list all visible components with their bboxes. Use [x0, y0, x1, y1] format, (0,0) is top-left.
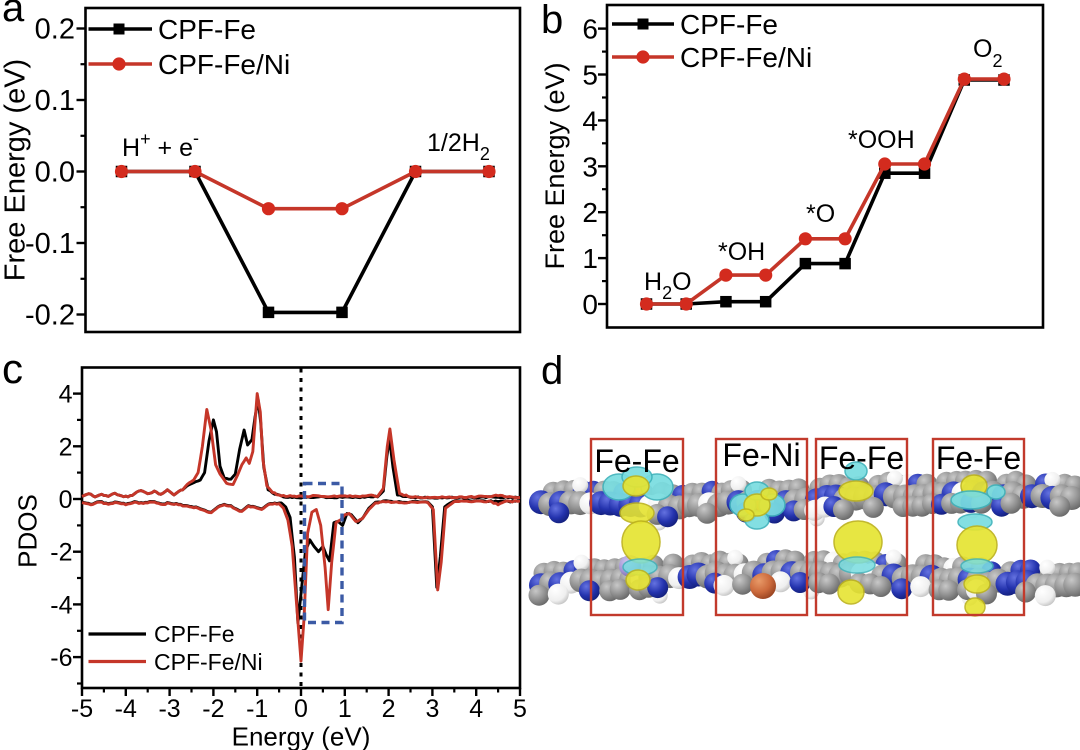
svg-text:3: 3	[425, 695, 439, 723]
svg-text:0: 0	[582, 289, 598, 320]
svg-text:4: 4	[582, 105, 598, 136]
svg-text:b: b	[541, 0, 563, 42]
svg-text:Free Energy (eV): Free Energy (eV)	[0, 59, 32, 281]
svg-text:*OH: *OH	[718, 238, 765, 266]
svg-text:d: d	[541, 349, 563, 393]
svg-text:0.2: 0.2	[35, 14, 75, 46]
svg-text:CPF-Fe/Ni: CPF-Fe/Ni	[154, 649, 263, 675]
svg-text:-2: -2	[50, 539, 72, 567]
svg-text:4: 4	[59, 381, 73, 409]
svg-text:5: 5	[582, 60, 598, 91]
svg-text:2: 2	[582, 197, 598, 228]
svg-text:0.0: 0.0	[35, 157, 75, 189]
svg-text:0: 0	[294, 695, 308, 723]
svg-text:H+ + e-: H+ + e-	[122, 128, 199, 162]
svg-text:1: 1	[338, 695, 352, 723]
svg-text:CPF-Fe/Ni: CPF-Fe/Ni	[158, 49, 290, 80]
svg-text:-6: -6	[50, 644, 72, 672]
svg-text:Energy (eV): Energy (eV)	[232, 722, 371, 750]
svg-text:-4: -4	[115, 695, 137, 723]
svg-text:4: 4	[469, 695, 483, 723]
svg-text:a: a	[2, 0, 25, 30]
svg-text:0: 0	[59, 486, 73, 514]
svg-text:1: 1	[582, 243, 598, 274]
svg-text:-0.1: -0.1	[25, 228, 75, 260]
svg-text:Fe-Fe: Fe-Fe	[594, 443, 679, 479]
svg-text:-4: -4	[50, 591, 72, 619]
svg-text:Fe-Fe: Fe-Fe	[936, 440, 1021, 476]
svg-text:2: 2	[382, 695, 396, 723]
svg-text:*OOH: *OOH	[848, 126, 915, 154]
svg-text:Free Energy (eV): Free Energy (eV)	[540, 62, 570, 269]
svg-text:CPF-Fe: CPF-Fe	[154, 621, 235, 647]
svg-text:2: 2	[59, 433, 73, 461]
svg-text:-1: -1	[246, 695, 268, 723]
svg-text:5: 5	[513, 695, 527, 723]
svg-text:PDOS: PDOS	[13, 494, 43, 568]
svg-text:CPF-Fe/Ni: CPF-Fe/Ni	[680, 42, 812, 73]
svg-text:*O: *O	[806, 200, 835, 228]
svg-text:Fe-Ni: Fe-Ni	[722, 437, 800, 473]
svg-text:6: 6	[582, 14, 598, 45]
svg-text:-0.2: -0.2	[25, 300, 75, 332]
svg-text:c: c	[2, 345, 23, 392]
svg-text:3: 3	[582, 151, 598, 182]
svg-text:-3: -3	[158, 695, 180, 723]
svg-text:Fe-Fe: Fe-Fe	[819, 440, 904, 476]
svg-text:CPF-Fe: CPF-Fe	[680, 9, 778, 40]
svg-text:-2: -2	[202, 695, 224, 723]
svg-text:0.1: 0.1	[35, 85, 75, 117]
svg-text:CPF-Fe: CPF-Fe	[158, 14, 256, 45]
svg-text:-5: -5	[71, 695, 93, 723]
